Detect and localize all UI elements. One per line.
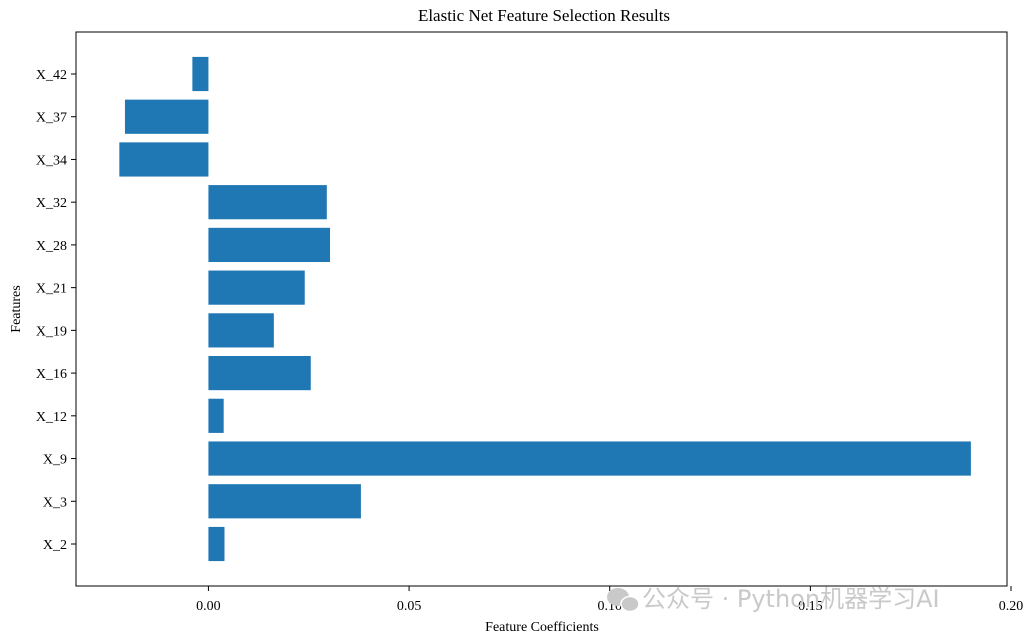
x-tick-label: 0.20	[999, 599, 1024, 614]
bar-x-3	[208, 484, 361, 519]
y-tick-label: X_3	[43, 495, 67, 510]
y-axis-ticks: X_2 X_3 X_9 X_12 X_16 X_19 X_21 X_28 X_32 X_34 X_3…	[36, 68, 76, 553]
y-tick-label: X_28	[36, 239, 67, 254]
x-axis-label: Feature Coefficients	[485, 620, 599, 635]
bar-x-19	[208, 313, 274, 348]
bar-x-16	[208, 356, 311, 391]
bar-x-42	[192, 56, 209, 92]
bar-x-2	[208, 526, 225, 562]
y-tick-label: X_32	[36, 196, 67, 211]
x-axis-ticks: 0.00 0.05 0.10 0.15 0.20	[196, 586, 1023, 614]
bar-group	[119, 56, 971, 562]
chart-title: Elastic Net Feature Selection Results	[418, 6, 670, 25]
watermark: 公众号 · Python机器学习AI	[607, 585, 940, 613]
wechat-icon	[607, 588, 640, 613]
bar-x-32	[208, 185, 327, 220]
y-axis-label: Features	[9, 285, 24, 332]
y-tick-label: X_2	[43, 538, 67, 553]
y-tick-label: X_42	[36, 68, 67, 83]
y-tick-label: X_19	[36, 324, 67, 339]
x-tick-label: 0.05	[397, 599, 422, 614]
plot-frame	[75, 31, 1008, 587]
bar-x-12	[208, 398, 224, 433]
watermark-text: 公众号 · Python机器学习AI	[642, 585, 940, 613]
y-tick-label: X_12	[36, 410, 67, 425]
y-tick-label: X_34	[36, 153, 67, 168]
y-tick-label: X_37	[36, 111, 67, 126]
y-tick-label: X_21	[36, 282, 67, 297]
x-tick-label: 0.15	[798, 599, 823, 614]
bar-x-28	[208, 227, 331, 262]
bar-x-21	[208, 270, 305, 305]
y-tick-label: X_16	[36, 367, 67, 382]
x-tick-label: 0.00	[196, 599, 221, 614]
bar-x-9	[208, 441, 971, 476]
bar-x-37	[124, 99, 209, 134]
bar-x-34	[119, 142, 209, 177]
y-tick-label: X_9	[43, 453, 67, 468]
